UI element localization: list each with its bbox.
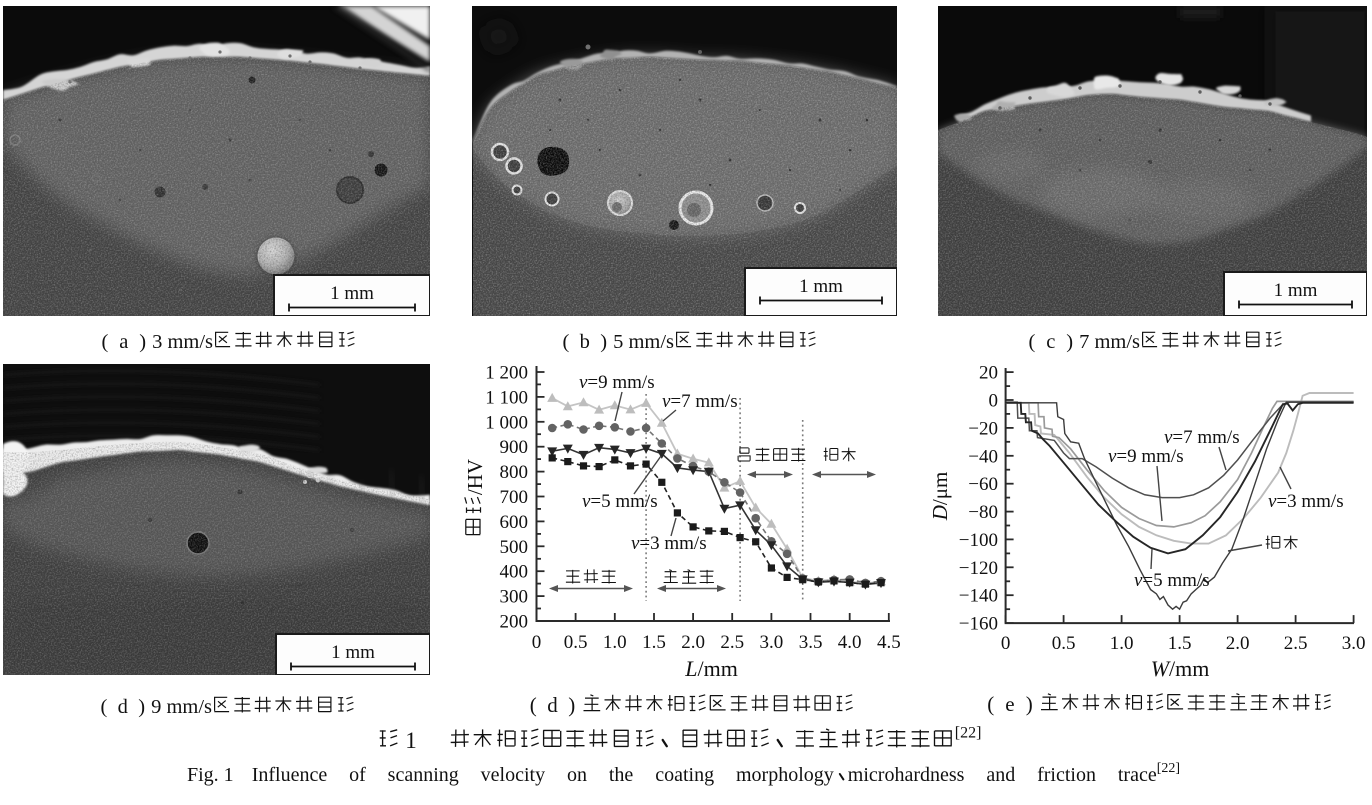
svg-text:900: 900 (500, 437, 529, 458)
svg-text:0: 0 (989, 391, 999, 412)
svg-text:1: 1 (400, 728, 417, 753)
svg-text:): ) (139, 331, 146, 353)
svg-text:/μm: /μm (928, 472, 952, 505)
svg-text:=9 mm/s: =9 mm/s (1116, 446, 1183, 467)
svg-text:): ) (568, 693, 575, 717)
svg-text:d: d (118, 696, 128, 718)
svg-text:1.0: 1.0 (1110, 633, 1134, 654)
svg-text:(: ( (987, 692, 994, 716)
svg-text:/mm: /mm (1169, 656, 1209, 681)
svg-text:[22]: [22] (955, 725, 982, 742)
svg-text:/HV: /HV (463, 459, 487, 495)
svg-text:−40: −40 (968, 446, 998, 467)
svg-text:v: v (662, 391, 671, 412)
svg-text:(: ( (530, 693, 537, 717)
svg-text:2.0: 2.0 (681, 632, 705, 653)
svg-text:): ) (600, 331, 607, 353)
svg-text:(: ( (563, 331, 570, 353)
svg-text:0.5: 0.5 (564, 632, 588, 653)
svg-text:v: v (1108, 446, 1117, 467)
svg-text:0: 0 (1001, 633, 1011, 654)
svg-text:800: 800 (500, 462, 529, 483)
svg-text:−80: −80 (968, 502, 998, 523)
svg-text:4.0: 4.0 (838, 632, 862, 653)
svg-text:7 mm/s: 7 mm/s (1079, 331, 1140, 353)
svg-text:(: ( (102, 331, 109, 353)
svg-text:(: ( (1029, 331, 1036, 353)
svg-text:9 mm/s: 9 mm/s (151, 696, 212, 718)
svg-text:1 mm: 1 mm (330, 283, 374, 304)
svg-text:0: 0 (532, 632, 542, 653)
svg-text:3.5: 3.5 (799, 632, 823, 653)
svg-text:v: v (1164, 427, 1173, 448)
svg-text:=7 mm/s: =7 mm/s (1172, 427, 1239, 448)
svg-text:5 mm/s: 5 mm/s (613, 331, 674, 353)
svg-text:3.0: 3.0 (760, 632, 784, 653)
svg-text:L: L (684, 656, 697, 681)
svg-text:=7 mm/s: =7 mm/s (670, 391, 737, 412)
svg-text:300: 300 (500, 587, 529, 608)
svg-text:−60: −60 (968, 474, 998, 495)
svg-text:[22]: [22] (1157, 761, 1180, 776)
svg-text:/mm: /mm (698, 656, 738, 681)
svg-text:b: b (580, 331, 590, 353)
svg-text:c: c (1046, 331, 1055, 353)
svg-text:): ) (1066, 331, 1073, 353)
svg-text:v: v (631, 533, 640, 554)
svg-text:(: ( (101, 696, 108, 718)
svg-text:W: W (1151, 656, 1171, 681)
svg-text:1 mm: 1 mm (331, 642, 375, 663)
svg-text:200: 200 (500, 612, 529, 633)
svg-text:−140: −140 (959, 586, 998, 607)
svg-text:20: 20 (979, 363, 998, 384)
svg-text:3.0: 3.0 (1342, 633, 1366, 654)
svg-text:=9 mm/s: =9 mm/s (587, 372, 654, 393)
svg-text:−120: −120 (959, 558, 998, 579)
svg-text:−20: −20 (968, 418, 998, 439)
svg-text:=3 mm/s: =3 mm/s (639, 533, 706, 554)
svg-text:): ) (1026, 692, 1033, 716)
svg-text:1 100: 1 100 (485, 387, 528, 408)
svg-text:=5 mm/s: =5 mm/s (590, 491, 657, 512)
svg-text:3 mm/s: 3 mm/s (152, 331, 213, 353)
svg-text:): ) (138, 696, 145, 718)
svg-text:2.0: 2.0 (1226, 633, 1250, 654)
svg-text:1 mm: 1 mm (1274, 280, 1318, 301)
svg-text:=5 mm/s: =5 mm/s (1142, 570, 1209, 591)
svg-text:1 mm: 1 mm (799, 276, 843, 297)
svg-text:e: e (1005, 692, 1014, 716)
svg-text:v: v (1268, 491, 1277, 512)
svg-text:v: v (579, 372, 588, 393)
svg-text:1.5: 1.5 (1168, 633, 1192, 654)
svg-text:Influence of scanning velocity: Influence of scanning velocity on the co… (252, 764, 834, 786)
svg-text:1 000: 1 000 (485, 412, 528, 433)
svg-text:−160: −160 (959, 614, 998, 635)
svg-text:1.0: 1.0 (603, 632, 627, 653)
svg-text:−100: −100 (959, 530, 998, 551)
svg-text:500: 500 (500, 537, 529, 558)
svg-text:0.5: 0.5 (1052, 633, 1076, 654)
svg-text:v: v (1134, 570, 1143, 591)
svg-text:1 200: 1 200 (485, 363, 528, 384)
svg-text:4.5: 4.5 (877, 632, 901, 653)
svg-text:600: 600 (500, 512, 529, 533)
svg-text:v: v (582, 491, 591, 512)
svg-text:2.5: 2.5 (1284, 633, 1308, 654)
svg-text:=3 mm/s: =3 mm/s (1276, 491, 1343, 512)
svg-text:2.5: 2.5 (720, 632, 744, 653)
svg-text:D: D (928, 505, 952, 521)
svg-text:d: d (547, 693, 558, 717)
svg-text:microhardness and friction tra: microhardness and friction trace (848, 764, 1157, 786)
svg-text:Fig. 1: Fig. 1 (187, 764, 234, 786)
svg-text:a: a (119, 331, 128, 353)
svg-text:400: 400 (500, 562, 529, 583)
svg-text:700: 700 (500, 487, 529, 508)
svg-text:1.5: 1.5 (642, 632, 666, 653)
